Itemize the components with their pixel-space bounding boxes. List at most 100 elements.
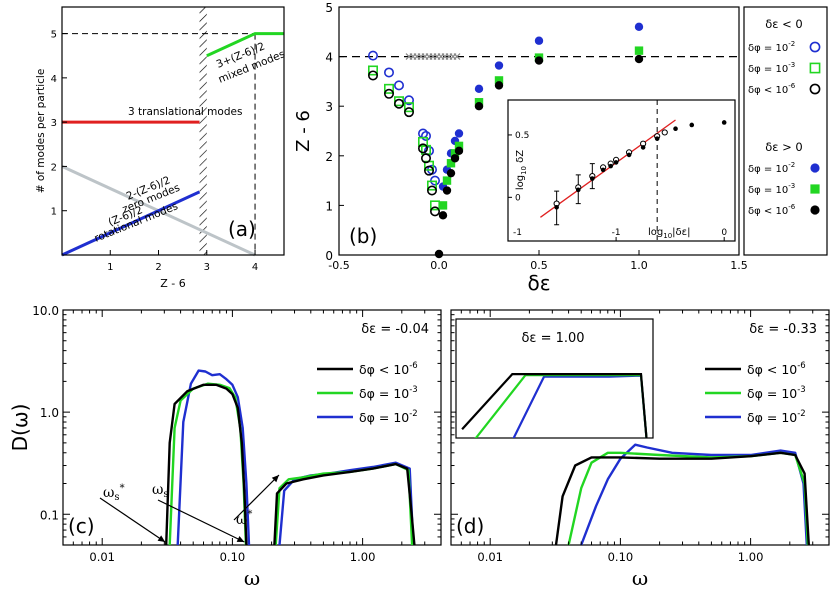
legend-label-exp: -6 — [409, 361, 417, 371]
marker-open-circle — [383, 67, 394, 78]
marker-filled-square — [450, 149, 460, 158]
arrow-omega-s-head — [236, 536, 245, 542]
arrow-omega-star-head — [271, 475, 279, 483]
legend-label-exp: -3 — [409, 385, 417, 395]
inset-point-filled — [590, 176, 595, 181]
series-line-0-0 — [554, 451, 810, 545]
x-tick-label: 0.10 — [220, 550, 246, 564]
arrow-omega-s — [157, 499, 245, 543]
inset-ylabel-b: δZ — [515, 150, 526, 166]
inset-y-axis-label: log10 δZ — [515, 150, 528, 190]
inset-point-filled — [554, 205, 559, 210]
legend-entry-exp: -3 — [788, 61, 795, 69]
x-tick-label: 1 — [107, 262, 113, 273]
marker-filled-circle — [534, 56, 544, 65]
legend-entry-label: δφ < 10 — [748, 85, 788, 96]
series-line-2-0 — [176, 369, 251, 545]
x-tick-label: 0.5 — [530, 259, 548, 272]
legend-entry-exp: -6 — [788, 203, 796, 211]
inset-ylabel-sub: 10 — [520, 166, 528, 175]
marker-open-square — [383, 83, 394, 94]
inset-xlabel-a: log — [648, 227, 663, 238]
inset-data — [461, 373, 648, 438]
arrow-omega-s-star — [99, 497, 166, 543]
plot-frame — [62, 309, 442, 546]
marker-open-circle — [393, 80, 404, 91]
inset-point-filled — [600, 167, 606, 173]
annotation-depsilon: δε = -0.33 — [749, 322, 817, 337]
x-tick-label: 3 — [204, 262, 210, 273]
series-line-2-0 — [580, 443, 808, 545]
x-tick-label: -0.5 — [328, 259, 349, 272]
marker-filled-circle — [810, 205, 820, 215]
y-axis-label: D(ω) — [8, 404, 32, 452]
x-tick-label: 1.00 — [738, 550, 764, 564]
series-line-3 — [206, 32, 284, 58]
y-tick-label: 0 — [325, 249, 333, 263]
omega-sub: s — [114, 492, 119, 503]
marker-filled-circle — [810, 163, 820, 173]
marker-filled-square — [454, 141, 464, 151]
inset-point-filled — [575, 187, 581, 193]
marker-filled-circle — [634, 22, 644, 32]
marker-open-square — [809, 62, 821, 74]
label-omega-star: ω* — [236, 509, 252, 528]
legend-label-exp: -2 — [409, 409, 417, 419]
marker-open-circle — [429, 206, 440, 217]
hatched-region — [199, 7, 207, 255]
inset-point-filled — [640, 145, 646, 150]
label-omega-s-star: ωs* — [103, 483, 125, 503]
omega-sub: s — [163, 489, 168, 500]
panel-label-b: (b) — [349, 224, 377, 248]
inset-xlabel-b: |δε| — [672, 227, 690, 238]
omega-base: ω — [103, 485, 114, 501]
y-tick-label: 1 — [51, 207, 57, 218]
inset-x-axis-label: log10|δε| — [648, 227, 690, 240]
legend-label: δφ = 10-2 — [359, 409, 418, 425]
series-line-2 — [61, 190, 201, 257]
legend-entry-3: δφ = 10-2 — [748, 161, 795, 175]
marker-filled-circle — [534, 36, 544, 45]
inset-point-filled — [608, 163, 613, 169]
label-omega-s: ωs — [152, 482, 169, 500]
y-tick-label: 5 — [51, 30, 57, 41]
y-tick-label: 3 — [51, 118, 57, 129]
marker-open-circle — [420, 130, 431, 141]
series-5 — [434, 54, 644, 259]
y-tick-label: 2 — [325, 150, 333, 164]
legend-label-exp: -3 — [797, 385, 805, 395]
legend-entry-2: δφ < 10-6 — [748, 82, 796, 96]
legend-label: δφ = 10-2 — [747, 409, 806, 425]
legend-c: δφ < 10-6δφ = 10-3δφ = 10-2 — [317, 361, 418, 425]
legend-label-exp: -2 — [797, 409, 805, 419]
series-2 — [367, 70, 440, 217]
x-tick-label: 0.01 — [89, 550, 115, 564]
marker-filled-circle — [494, 81, 504, 90]
x-axis-label: ω — [632, 566, 648, 590]
legend-entry-label: δφ < 10 — [748, 206, 788, 217]
legend-b: δε < 0δε > 0δφ = 10-2δφ = 10-3δφ < 10-6δ… — [743, 6, 828, 256]
x-tick-label: 0.01 — [477, 550, 503, 564]
inset-series-0 — [461, 373, 648, 438]
legend-label: δφ < 10-6 — [359, 361, 418, 377]
x-tick-label: 2 — [155, 262, 161, 273]
marker-filled-circle — [474, 84, 484, 94]
y-tick-label: 1.0 — [40, 406, 59, 420]
panel-a: 1 2 3 4 1 2 3 4 5 Z - 6 # of modes per particle 3 t… — [35, 6, 287, 290]
legend-label-text: δφ = 10 — [747, 410, 797, 425]
legend-entry-0: δφ = 10-2 — [748, 40, 795, 54]
legend-d: δφ < 10-6δφ = 10-3δφ = 10-2 — [705, 361, 806, 425]
x-axis-label: Z - 6 — [160, 277, 186, 290]
panel-d: 0.01 0.10 1.00 ω (d) δε = -0.33 δφ < 10-6 δφ = … — [450, 309, 830, 590]
x-tick-label: 1.0 — [630, 259, 648, 272]
inset-fit-line — [540, 119, 676, 218]
legend-label-text: δφ < 10 — [359, 362, 409, 377]
omega-sup: * — [247, 509, 252, 520]
marker-filled-square — [494, 76, 504, 85]
y-tick-label: 10.0 — [32, 304, 59, 318]
x-tick-label: 4 — [252, 262, 258, 273]
inset-y-tick-label: 0.5 — [515, 131, 529, 141]
inset-d: δε = 1.00 — [455, 318, 654, 439]
